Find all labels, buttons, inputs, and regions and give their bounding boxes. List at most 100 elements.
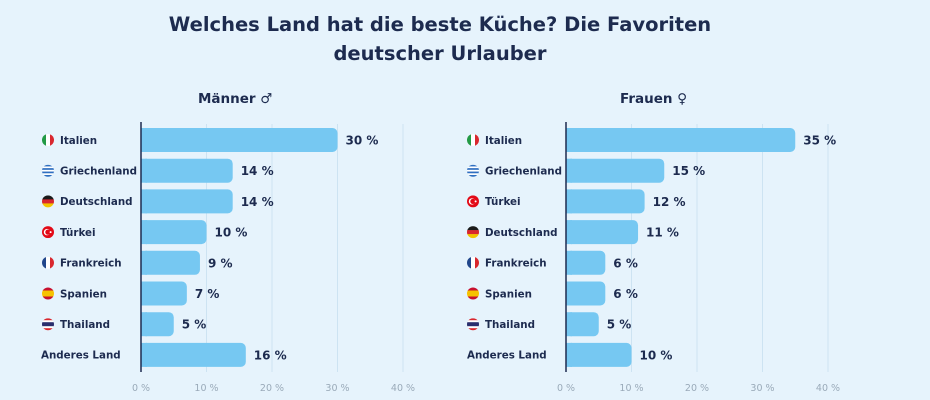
value-label: 6 %	[613, 287, 638, 301]
category-label: Italien	[60, 135, 97, 147]
bar-square-left	[141, 158, 147, 183]
flag-es-icon-0-5	[42, 287, 54, 300]
value-label: 6 %	[613, 256, 638, 270]
flag-gr-icon-0-1-stripe	[42, 168, 54, 171]
flag-th-icon-1-6	[467, 318, 479, 331]
category-label: Deutschland	[485, 227, 558, 239]
flag-th-icon-1-6-stripe	[467, 326, 479, 329]
bar-square-left	[141, 220, 147, 245]
flag-gr-icon-0-1-stripe	[42, 171, 54, 174]
value-label: 7 %	[195, 287, 220, 301]
flag-es-icon-0-5-stripe	[42, 296, 54, 300]
bar	[141, 312, 174, 337]
flag-tr-icon-0-3-moon-cut	[45, 229, 51, 235]
category-label: Italien	[485, 135, 522, 147]
flag-it-icon-0-0-stripe	[46, 134, 51, 146]
flag-fr-icon-0-4-body	[42, 256, 54, 269]
category-label: Frankreich	[60, 258, 122, 270]
x-tick-label: 40 %	[816, 383, 840, 394]
flag-de-icon-1-3-stripe	[467, 230, 479, 235]
flag-th-icon-1-6-stripe	[467, 322, 479, 327]
flag-gr-icon-1-1-stripe	[467, 173, 479, 176]
flag-es-icon-1-5-body	[467, 287, 479, 300]
flag-de-icon-1-3-stripe	[467, 234, 479, 239]
category-label: Türkei	[60, 227, 96, 239]
value-label: 16 %	[254, 348, 287, 362]
flag-th-icon-0-6-body	[42, 318, 54, 331]
flag-gr-icon-1-1-stripe	[467, 164, 479, 167]
flag-es-icon-1-5-stripe	[467, 290, 479, 297]
flag-fr-icon-1-4-stripe	[471, 256, 476, 269]
flag-it-icon-0-0-stripe	[50, 134, 54, 146]
flag-gr-icon-0-1-stripe	[42, 169, 54, 172]
flag-gr-icon-1-1-stripe	[467, 171, 479, 174]
value-label: 5 %	[607, 318, 632, 332]
flag-it-icon-1-0	[467, 134, 479, 146]
flag-fr-icon-1-4-stripe	[467, 256, 472, 269]
value-label: 14 %	[241, 195, 274, 209]
flag-th-icon-1-6-stripe	[467, 320, 479, 323]
value-label: 14 %	[241, 164, 274, 178]
flag-tr-icon-1-2	[467, 195, 479, 208]
bar	[566, 189, 645, 214]
flag-gr-icon-0-1-stripe	[42, 174, 54, 177]
x-tick-label: 20 %	[685, 383, 709, 394]
bar	[141, 189, 233, 214]
flag-fr-icon-0-4-stripe	[46, 256, 51, 269]
x-tick-label: 20 %	[260, 383, 284, 394]
flag-de-icon-0-2-stripe	[42, 199, 54, 204]
flag-fr-icon-0-4	[42, 256, 54, 269]
flag-th-icon-0-6-stripe	[42, 318, 54, 321]
flag-es-icon-0-5-body	[42, 287, 54, 300]
panel-title-frauen: Frauen ♀	[620, 91, 688, 107]
flag-gr-icon-1-1-stripe	[467, 174, 479, 177]
category-label: Anderes Land	[41, 350, 121, 362]
bar	[566, 128, 796, 152]
bar-square-left	[141, 128, 147, 152]
value-label: 30 %	[346, 134, 379, 148]
flag-th-icon-0-6-stripe	[42, 320, 54, 323]
category-label: Griechenland	[485, 166, 562, 178]
x-tick-label: 40 %	[391, 383, 415, 394]
flag-it-icon-0-0-stripe	[42, 134, 47, 146]
bar-square-left	[566, 281, 572, 306]
flag-gr-icon-0-1-body	[42, 164, 54, 177]
category-label: Spanien	[60, 288, 107, 300]
bar	[566, 220, 639, 245]
flag-fr-icon-0-4-stripe	[50, 256, 54, 269]
chart-title-line-1: Welches Land hat die beste Küche? Die Fa…	[168, 13, 712, 36]
flag-gr-icon-0-1-stripe	[42, 173, 54, 176]
chart-panel-frauen: 0 % 10 % 20 % 30 % 40 % 35 % Italien 15 % Griech…	[467, 122, 840, 394]
panel-title-maenner: Männer ♂	[198, 91, 273, 107]
flag-th-icon-0-6-stripe	[42, 322, 54, 327]
flag-de-icon-0-2	[42, 195, 54, 208]
value-label: 12 %	[653, 195, 686, 209]
bar	[141, 220, 207, 245]
flag-th-icon-1-6-stripe	[467, 318, 479, 321]
x-tick-label: 30 %	[325, 383, 349, 394]
flag-es-icon-0-5-stripe	[42, 287, 54, 291]
flag-es-icon-1-5-stripe	[467, 296, 479, 300]
bar-square-left	[566, 128, 572, 152]
flag-tr-icon-0-3-body	[42, 226, 54, 239]
value-label: 35 %	[803, 134, 836, 148]
category-label: Türkei	[485, 196, 521, 208]
flag-es-icon-1-5-stripe	[467, 287, 479, 291]
category-label: Thailand	[485, 319, 535, 331]
flag-fr-icon-1-4	[467, 256, 479, 269]
category-label: Deutschland	[60, 196, 133, 208]
bar	[566, 281, 606, 306]
category-label: Griechenland	[60, 166, 137, 178]
value-label: 11 %	[646, 226, 679, 240]
flag-it-icon-1-0-stripe	[471, 134, 476, 146]
flag-it-icon-1-0-stripe	[467, 134, 472, 146]
value-label: 10 %	[215, 226, 248, 240]
x-tick-label: 10 %	[194, 383, 218, 394]
flag-tr-icon-1-2-body	[467, 195, 479, 208]
flag-de-icon-1-3-stripe	[467, 226, 479, 231]
category-label: Frankreich	[485, 258, 547, 270]
bar	[141, 281, 187, 306]
flag-fr-icon-1-4-body	[467, 256, 479, 269]
bar-square-left	[566, 342, 572, 367]
value-label: 9 %	[208, 256, 233, 270]
